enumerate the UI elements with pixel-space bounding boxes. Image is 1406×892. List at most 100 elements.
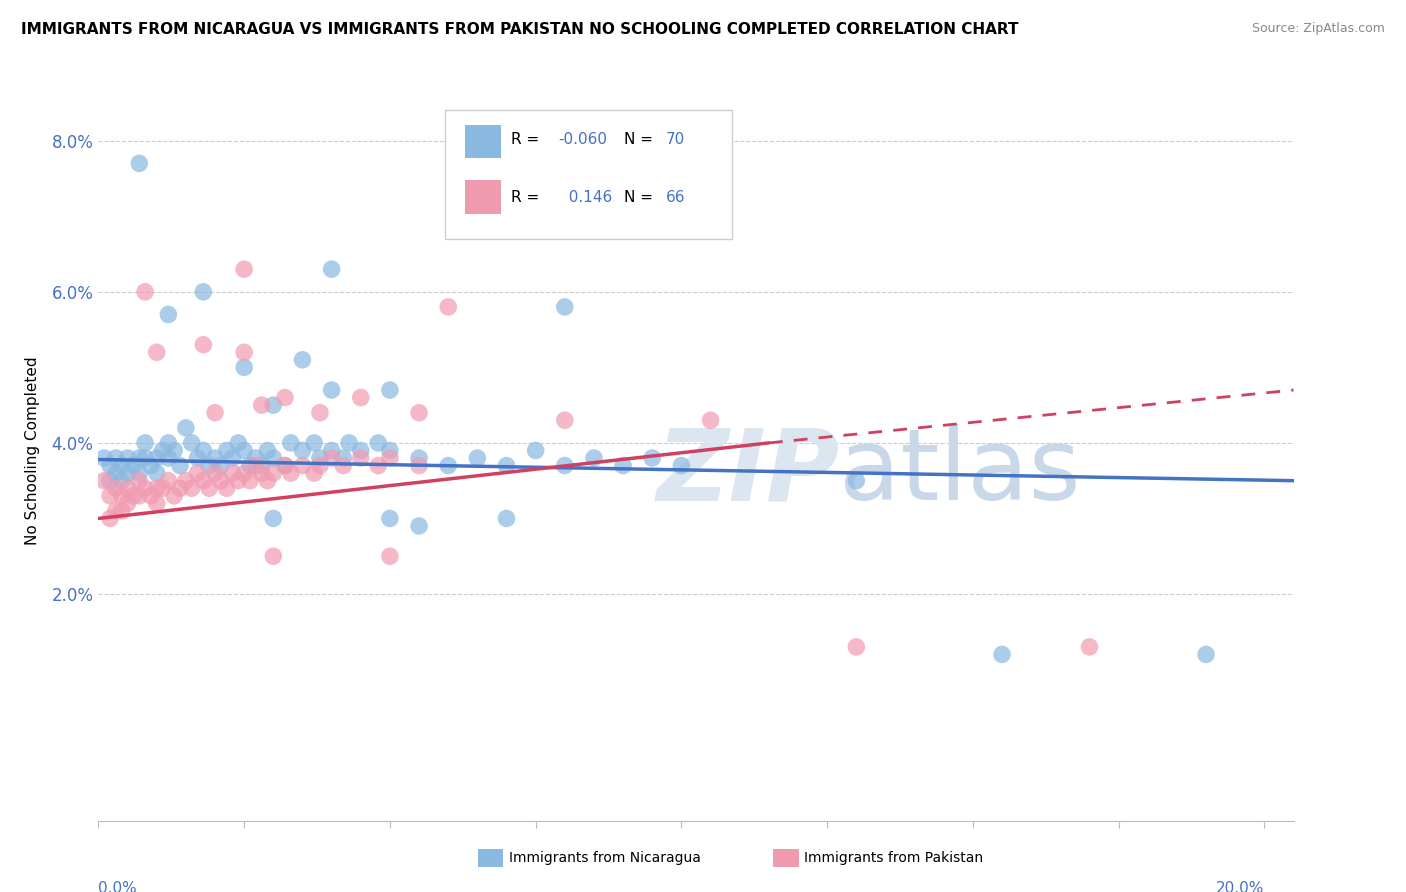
- Point: [245, 458, 267, 473]
- Point: [134, 285, 156, 299]
- Point: [378, 549, 401, 564]
- Point: [699, 413, 721, 427]
- Text: ZIP: ZIP: [657, 425, 839, 521]
- Point: [1078, 640, 1101, 654]
- Point: [104, 450, 127, 465]
- Point: [350, 450, 373, 465]
- Point: [321, 383, 343, 397]
- Point: [98, 511, 121, 525]
- Point: [117, 450, 139, 465]
- Point: [152, 443, 174, 458]
- Point: [145, 345, 167, 359]
- Text: 70: 70: [666, 132, 685, 147]
- Text: 0.146: 0.146: [558, 190, 612, 205]
- Point: [145, 466, 167, 480]
- Point: [128, 156, 150, 170]
- Point: [204, 450, 226, 465]
- Point: [378, 511, 401, 525]
- Point: [117, 496, 139, 510]
- Text: -0.060: -0.060: [558, 132, 607, 147]
- Point: [117, 466, 139, 480]
- Point: [437, 300, 460, 314]
- Point: [198, 458, 221, 473]
- Point: [262, 450, 284, 465]
- Point: [111, 489, 134, 503]
- Text: 66: 66: [666, 190, 686, 205]
- Point: [215, 481, 238, 495]
- FancyBboxPatch shape: [446, 110, 733, 239]
- Point: [145, 496, 167, 510]
- Point: [1195, 648, 1218, 662]
- Point: [157, 474, 180, 488]
- Point: [233, 466, 256, 480]
- Point: [193, 443, 215, 458]
- Point: [554, 413, 576, 427]
- Point: [367, 458, 389, 473]
- Point: [193, 474, 215, 488]
- Point: [671, 458, 693, 473]
- Point: [174, 474, 197, 488]
- Point: [641, 450, 664, 465]
- Point: [321, 443, 343, 458]
- Point: [309, 406, 332, 420]
- Point: [845, 474, 868, 488]
- Text: R =: R =: [510, 132, 544, 147]
- Point: [134, 450, 156, 465]
- Point: [204, 466, 226, 480]
- Point: [291, 458, 314, 473]
- Point: [378, 450, 401, 465]
- Point: [845, 640, 868, 654]
- Point: [145, 481, 167, 495]
- Point: [111, 474, 134, 488]
- Point: [193, 285, 215, 299]
- Point: [262, 466, 284, 480]
- Point: [332, 450, 354, 465]
- Point: [250, 398, 273, 412]
- Text: N =: N =: [624, 132, 658, 147]
- Point: [239, 458, 262, 473]
- Point: [111, 458, 134, 473]
- Point: [98, 474, 121, 488]
- Point: [233, 360, 256, 375]
- Text: IMMIGRANTS FROM NICARAGUA VS IMMIGRANTS FROM PAKISTAN NO SCHOOLING COMPLETED COR: IMMIGRANTS FROM NICARAGUA VS IMMIGRANTS …: [21, 22, 1018, 37]
- Text: R =: R =: [510, 190, 544, 205]
- Point: [157, 450, 180, 465]
- Point: [233, 443, 256, 458]
- Point: [256, 443, 278, 458]
- Point: [98, 458, 121, 473]
- Point: [93, 450, 115, 465]
- Point: [139, 489, 162, 503]
- Point: [174, 421, 197, 435]
- Point: [378, 443, 401, 458]
- Point: [145, 450, 167, 465]
- Point: [612, 458, 634, 473]
- Point: [128, 489, 150, 503]
- Point: [408, 458, 430, 473]
- Point: [157, 436, 180, 450]
- Point: [169, 458, 191, 473]
- Point: [128, 450, 150, 465]
- Point: [408, 519, 430, 533]
- Point: [250, 466, 273, 480]
- Point: [98, 489, 121, 503]
- Point: [408, 406, 430, 420]
- Point: [321, 262, 343, 277]
- Point: [337, 436, 360, 450]
- Text: N =: N =: [624, 190, 658, 205]
- Point: [291, 352, 314, 367]
- Point: [302, 466, 325, 480]
- Point: [204, 406, 226, 420]
- Point: [321, 450, 343, 465]
- Point: [134, 481, 156, 495]
- Point: [228, 474, 250, 488]
- Point: [228, 436, 250, 450]
- Point: [139, 458, 162, 473]
- Point: [256, 474, 278, 488]
- Point: [128, 474, 150, 488]
- Point: [274, 458, 297, 473]
- Point: [367, 436, 389, 450]
- Point: [262, 398, 284, 412]
- Point: [221, 466, 243, 480]
- Point: [104, 481, 127, 495]
- Point: [134, 436, 156, 450]
